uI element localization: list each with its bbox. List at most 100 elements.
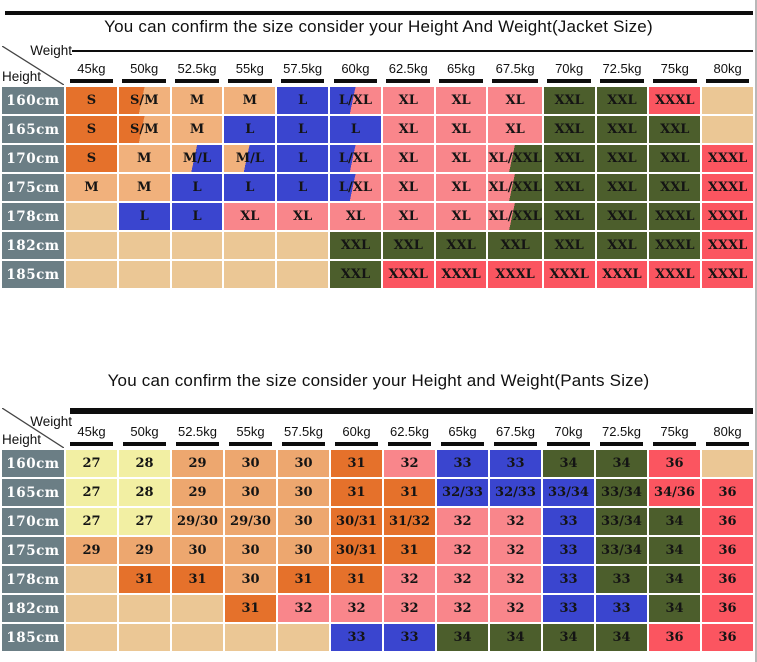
size-cell: 27 bbox=[66, 450, 117, 477]
size-cell: 34 bbox=[543, 624, 594, 651]
weight-axis-label: Weight bbox=[30, 414, 72, 429]
empty-cell bbox=[66, 261, 117, 288]
weight-column-label: 50kg bbox=[130, 424, 159, 439]
size-cell: 36 bbox=[702, 595, 753, 622]
size-cell: XL bbox=[330, 203, 381, 230]
weight-column-header: 72.5kg bbox=[597, 44, 648, 85]
size-cell: 31 bbox=[119, 566, 170, 593]
size-cell: XXL bbox=[596, 203, 648, 230]
weight-column-label: 67.5kg bbox=[495, 424, 536, 439]
size-cell: 31 bbox=[225, 595, 276, 622]
size-cell: 33/34 bbox=[596, 479, 647, 506]
size-cell: 30 bbox=[278, 479, 329, 506]
size-cell: 34 bbox=[437, 624, 488, 651]
empty-cell bbox=[702, 87, 753, 114]
size-cell: XL bbox=[382, 87, 434, 114]
size-cell: 30/31 bbox=[331, 508, 382, 535]
size-cell: L bbox=[171, 203, 223, 230]
column-underline bbox=[334, 442, 379, 446]
jacket-size-grid: Weight Height 45kg 50kg 52.5kg 55kg 57.5kg 60… bbox=[2, 43, 753, 288]
weight-column-header: 52.5kg bbox=[172, 406, 223, 448]
empty-cell bbox=[118, 261, 170, 288]
empty-cell bbox=[118, 232, 170, 259]
size-cell: XL bbox=[382, 174, 434, 201]
size-cell: 31 bbox=[331, 479, 382, 506]
weight-column-header: 45kg bbox=[66, 406, 117, 448]
column-underline bbox=[387, 442, 432, 446]
size-cell: 27 bbox=[119, 508, 170, 535]
size-cell: XXXL bbox=[649, 87, 701, 114]
diagonal-divider bbox=[2, 46, 64, 85]
pants-size-title: You can confirm the size consider your H… bbox=[107, 371, 650, 390]
weight-column-header: 62.5kg bbox=[383, 44, 434, 85]
size-cell: 34 bbox=[649, 595, 700, 622]
size-cell: 29 bbox=[172, 450, 223, 477]
weight-column-label: 52.5kg bbox=[177, 424, 218, 439]
size-cell: 31 bbox=[384, 479, 435, 506]
weight-column-label: 75kg bbox=[660, 61, 689, 76]
column-underline bbox=[599, 442, 644, 446]
height-axis-label: Height bbox=[2, 432, 42, 447]
column-underline bbox=[705, 442, 750, 446]
size-cell: 29 bbox=[66, 537, 117, 564]
size-cell: M/L bbox=[224, 145, 276, 172]
size-cell: XXL bbox=[382, 232, 434, 259]
weight-column-label: 57.5kg bbox=[283, 424, 324, 439]
column-underline bbox=[492, 79, 539, 83]
size-cell: L bbox=[277, 145, 329, 172]
size-cell: XXL bbox=[543, 174, 595, 201]
size-cell: XXL bbox=[488, 232, 542, 259]
size-cell: XXL bbox=[596, 174, 648, 201]
weight-column-header: 65kg bbox=[436, 44, 487, 85]
size-cell: XXL bbox=[543, 116, 595, 143]
empty-cell bbox=[702, 116, 753, 143]
size-cell: XXL bbox=[649, 174, 701, 201]
size-cell: S/M bbox=[118, 116, 170, 143]
column-underline bbox=[228, 442, 273, 446]
size-cell: 29/30 bbox=[225, 508, 276, 535]
size-cell: 36 bbox=[649, 624, 700, 651]
height-row-header: 182cm bbox=[2, 595, 64, 622]
column-underline bbox=[493, 442, 538, 446]
height-row-header: 160cm bbox=[2, 450, 64, 477]
weight-column-label: 60kg bbox=[341, 61, 370, 76]
size-cell: 28 bbox=[119, 450, 170, 477]
size-cell: 32/33 bbox=[490, 479, 541, 506]
empty-cell bbox=[702, 450, 753, 477]
size-cell: 34 bbox=[596, 624, 647, 651]
size-cell: L bbox=[330, 116, 381, 143]
height-row-header: 182cm bbox=[2, 232, 64, 259]
empty-cell bbox=[224, 232, 276, 259]
weight-column-label: 65kg bbox=[446, 61, 476, 76]
weight-column-header: 50kg bbox=[119, 406, 170, 448]
weight-column-label: 62.5kg bbox=[389, 424, 430, 439]
size-cell: XL/XXL bbox=[488, 174, 542, 201]
size-cell: 36 bbox=[702, 479, 753, 506]
size-cell: 33 bbox=[596, 566, 647, 593]
empty-cell bbox=[224, 261, 276, 288]
weight-column-header: 60kg bbox=[331, 406, 382, 448]
size-cell: 33 bbox=[437, 450, 488, 477]
size-cell: 34 bbox=[543, 450, 594, 477]
size-cell: L bbox=[277, 116, 329, 143]
size-cell: M bbox=[171, 87, 223, 114]
weight-column-label: 62.5kg bbox=[388, 61, 428, 76]
column-underline bbox=[227, 79, 272, 83]
size-cell: L bbox=[118, 203, 170, 230]
size-cell: 34 bbox=[649, 508, 700, 535]
size-cell: 32 bbox=[437, 595, 488, 622]
weight-column-header: 52.5kg bbox=[172, 44, 223, 85]
size-cell: XL/XXL bbox=[488, 145, 542, 172]
column-underline bbox=[69, 442, 114, 446]
empty-cell bbox=[119, 595, 170, 622]
size-cell: 30 bbox=[225, 537, 276, 564]
size-cell: L/XL bbox=[330, 174, 381, 201]
weight-column-label: 70kg bbox=[555, 61, 584, 76]
size-cell: 33 bbox=[384, 624, 435, 651]
weight-column-label: 67.5kg bbox=[495, 61, 535, 76]
size-cell: 30 bbox=[225, 566, 276, 593]
size-cell: 27 bbox=[66, 479, 117, 506]
weight-column-header: 62.5kg bbox=[384, 406, 435, 448]
weight-column-label: 72.5kg bbox=[602, 61, 642, 76]
size-cell: 29 bbox=[172, 479, 223, 506]
